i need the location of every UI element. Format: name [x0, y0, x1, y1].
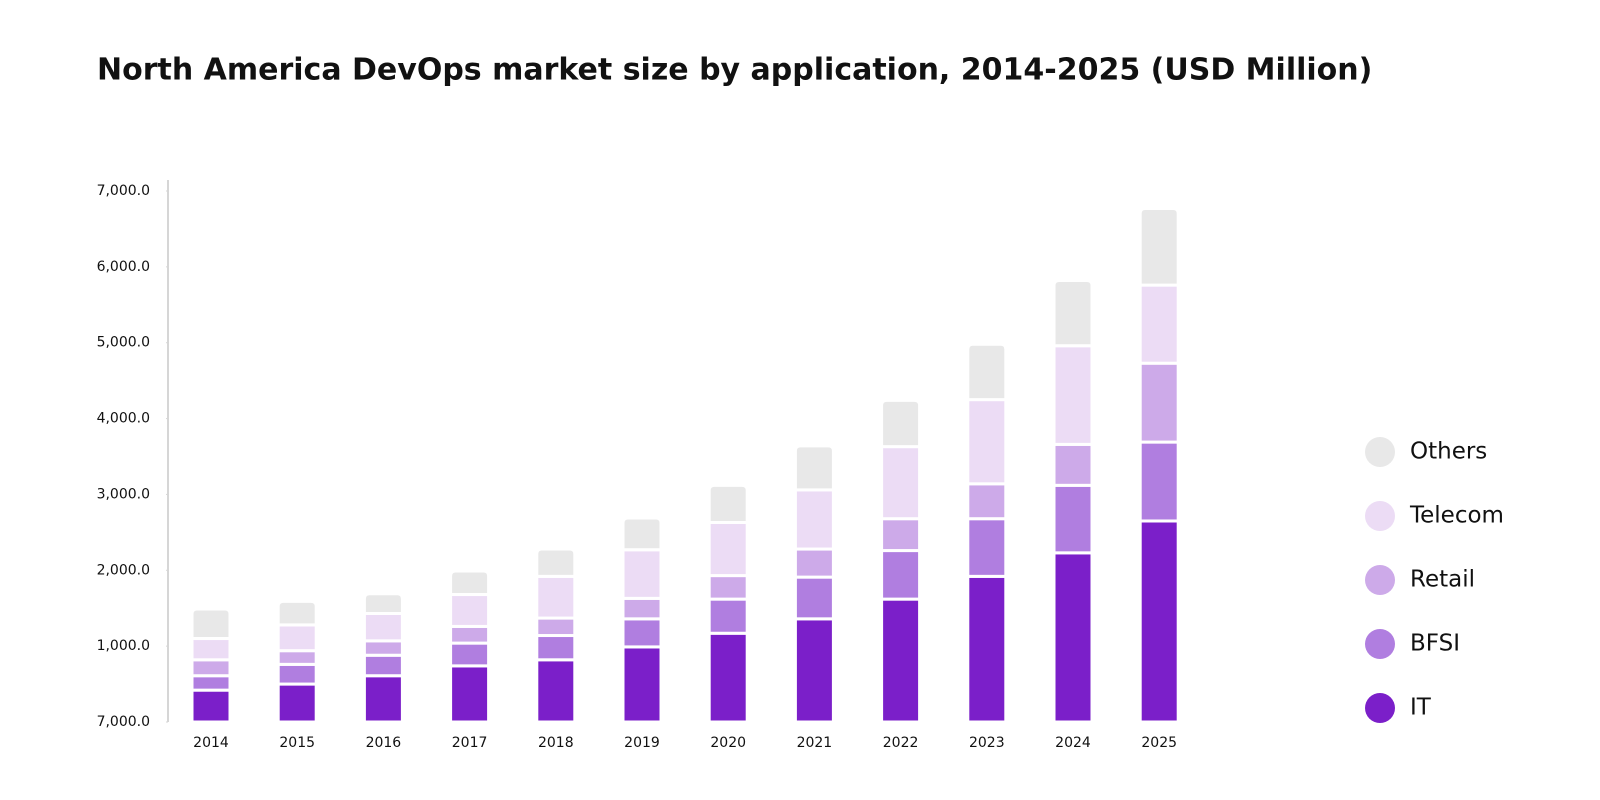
- bar-segment: [362, 639, 404, 657]
- bar-segment: [276, 682, 318, 724]
- legend-swatch: [1365, 437, 1395, 467]
- bar-segment: [1138, 361, 1180, 444]
- bar-segment: [1138, 519, 1180, 724]
- bar-segment: [276, 649, 318, 666]
- x-tick-label: 2019: [624, 735, 660, 751]
- bar-segment: [621, 516, 663, 552]
- bar-segment: [1138, 283, 1180, 365]
- bar-segment: [707, 631, 749, 724]
- y-tick-label: 2,000.0: [97, 562, 150, 578]
- bar-segment: [276, 623, 318, 653]
- bar-segment: [707, 520, 749, 578]
- bar-segment: [535, 574, 577, 620]
- x-tick-label: 2021: [797, 735, 833, 751]
- bar-segment: [535, 616, 577, 638]
- bar-segment: [880, 549, 922, 601]
- bar-segment: [793, 547, 835, 579]
- bar-segment: [276, 662, 318, 686]
- bar-segment: [966, 398, 1008, 486]
- bar-segment: [449, 569, 491, 597]
- x-tick-label: 2016: [366, 735, 402, 751]
- x-tick-label: 2018: [538, 735, 574, 751]
- y-tick-label: 1,000.0: [97, 638, 150, 654]
- bar-segment: [966, 482, 1008, 521]
- legend-label: BFSI: [1410, 631, 1460, 657]
- bar-segment: [793, 444, 835, 492]
- legend-label: IT: [1410, 695, 1432, 721]
- y-tick-label: 6,000.0: [97, 259, 150, 275]
- legend-swatch: [1365, 693, 1395, 723]
- bar-segment: [1052, 442, 1094, 487]
- bar-segment: [880, 517, 922, 553]
- bar-segment: [535, 658, 577, 724]
- bar-segment: [190, 607, 232, 641]
- bar-segment: [449, 624, 491, 645]
- x-tick-label: 2024: [1055, 735, 1091, 751]
- bar-segment: [880, 398, 922, 449]
- x-tick-label: 2017: [452, 735, 488, 751]
- legend-swatch: [1365, 629, 1395, 659]
- bar-segment: [190, 637, 232, 662]
- bar-segment: [966, 574, 1008, 724]
- bar-segment: [535, 547, 577, 578]
- bar-segment: [190, 674, 232, 692]
- bar-segment: [1052, 483, 1094, 555]
- bar-segment: [621, 617, 663, 649]
- bar-segment: [362, 592, 404, 616]
- bar-segment: [276, 599, 318, 627]
- bar-segment: [793, 575, 835, 621]
- x-tick-label: 2025: [1141, 735, 1177, 751]
- bar-segment: [535, 634, 577, 662]
- bar-segment: [362, 674, 404, 724]
- x-tick-label: 2023: [969, 735, 1005, 751]
- bar-segment: [966, 517, 1008, 578]
- bar-segment: [362, 653, 404, 678]
- legend-swatch: [1365, 565, 1395, 595]
- bar-segment: [707, 483, 749, 524]
- x-tick-label: 2022: [883, 735, 919, 751]
- x-tick-label: 2015: [279, 735, 315, 751]
- bar-segment: [621, 548, 663, 600]
- chart-title: North America DevOps market size by appl…: [97, 53, 1372, 88]
- y-tick-label: 4,000.0: [97, 411, 150, 427]
- bar-segment: [362, 612, 404, 643]
- bar-segment: [1052, 279, 1094, 348]
- y-tick-label: 7,000.0: [97, 183, 150, 199]
- x-tick-label: 2020: [710, 735, 746, 751]
- bar-segment: [793, 617, 835, 724]
- bar-segment: [707, 574, 749, 601]
- bar-segment: [1052, 344, 1094, 446]
- bar-segment: [449, 641, 491, 668]
- bar-segment: [449, 593, 491, 628]
- legend-swatch: [1365, 501, 1395, 531]
- bar-segment: [1138, 206, 1180, 287]
- bar-segment: [793, 488, 835, 551]
- bar-segment: [190, 688, 232, 724]
- legend-label: Retail: [1410, 567, 1475, 593]
- bar-segment: [190, 658, 232, 678]
- legend-label: Others: [1410, 439, 1487, 465]
- bar-segment: [621, 596, 663, 621]
- y-tick-label: 3,000.0: [97, 486, 150, 502]
- bar-segment: [880, 597, 922, 724]
- bar-segment: [1138, 440, 1180, 523]
- x-tick-label: 2014: [193, 735, 229, 751]
- bar-segment: [880, 445, 922, 521]
- bar-segment: [621, 645, 663, 724]
- y-tick-label: 5,000.0: [97, 335, 150, 351]
- bar-segment: [707, 597, 749, 635]
- y-tick-label: 7,000.0: [97, 714, 150, 730]
- bar-segment: [966, 342, 1008, 402]
- legend-label: Telecom: [1409, 503, 1504, 529]
- bar-segment: [1052, 551, 1094, 724]
- bar-segment: [449, 664, 491, 724]
